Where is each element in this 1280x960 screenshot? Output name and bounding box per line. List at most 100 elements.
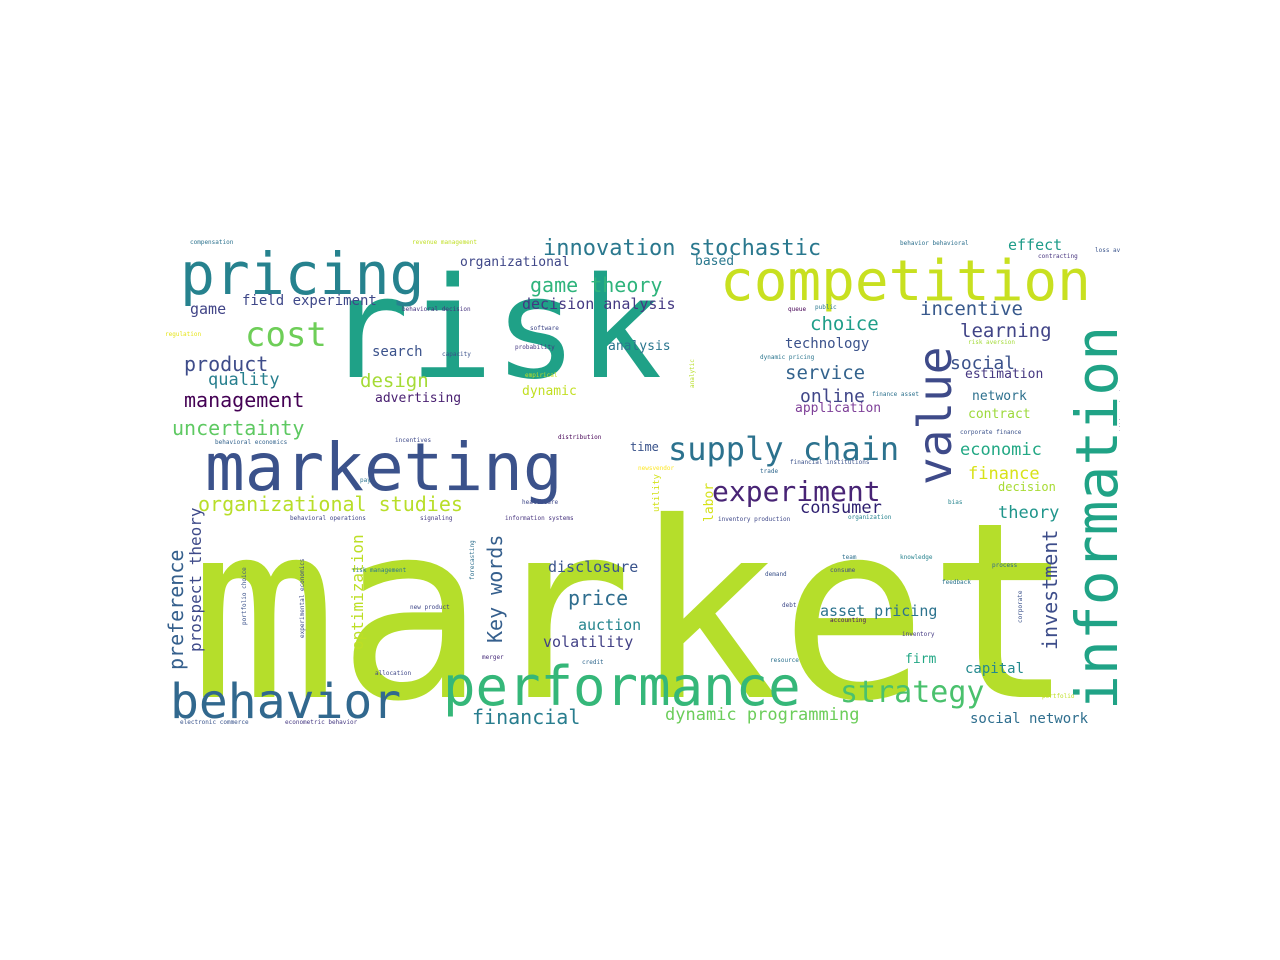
word-volatility: volatility bbox=[543, 633, 634, 651]
word-dynamic: dynamic bbox=[522, 384, 577, 399]
word-organization: organization bbox=[848, 514, 892, 521]
word-online: online bbox=[800, 386, 866, 407]
word-dynamic-pricing: dynamic pricing bbox=[760, 354, 815, 361]
word-probability: probability bbox=[515, 344, 555, 351]
word-contract: contract bbox=[968, 407, 1031, 422]
word-performance: performance bbox=[443, 655, 801, 718]
word-software: software bbox=[530, 325, 559, 332]
word-incentive: incentive bbox=[920, 298, 1023, 320]
word-contracting: contracting bbox=[1038, 253, 1078, 260]
word-design: design bbox=[360, 370, 429, 392]
word-finance: finance bbox=[968, 464, 1040, 484]
word-organizational-studies: organizational studies bbox=[198, 492, 463, 516]
word-consumer: consumer bbox=[800, 498, 882, 518]
word-based: based bbox=[695, 254, 735, 269]
word-search: search bbox=[372, 344, 423, 360]
word-behavior: behavior bbox=[170, 674, 402, 730]
word-portfolio-choice: portfolio choice bbox=[241, 567, 248, 625]
word-theory: theory bbox=[998, 503, 1060, 523]
word-prospect-theory: prospect theory bbox=[186, 507, 205, 653]
word-knowledge: knowledge bbox=[900, 554, 933, 561]
word-behavioral-economics: behavioral economics bbox=[215, 439, 288, 446]
word-service: service bbox=[785, 362, 866, 384]
word-strategy: strategy bbox=[840, 675, 985, 710]
word-risk-aversion: risk aversion bbox=[968, 339, 1015, 346]
word-information-systems: information systems bbox=[505, 515, 574, 522]
word-public: public bbox=[815, 304, 837, 311]
word-decision-analysis: decision analysis bbox=[522, 295, 676, 313]
word-network: network bbox=[972, 389, 1027, 404]
word-behavioral-decision: behavioral decision bbox=[402, 306, 471, 313]
word-inventory: inventory bbox=[902, 631, 935, 638]
word-advertising: advertising bbox=[375, 391, 462, 406]
word-organizational: organizational bbox=[460, 255, 570, 270]
word-empirical: empirical bbox=[525, 372, 558, 379]
word-financial-institutions: financial institutions bbox=[790, 459, 870, 466]
word-resource: resource bbox=[770, 657, 799, 664]
word-firm: firm bbox=[905, 652, 937, 667]
word-pay: pay bbox=[360, 477, 371, 484]
word-innovation-stochastic: innovation stochastic bbox=[543, 236, 822, 261]
word-new-product: new product bbox=[410, 604, 450, 611]
word-analytic: analytic bbox=[689, 359, 696, 388]
word-time: time bbox=[630, 440, 659, 454]
word-asset-pricing: asset pricing bbox=[820, 602, 938, 620]
word-game-theory: game theory bbox=[530, 273, 663, 297]
word-cloud: market risk marketing competition pricing inf… bbox=[160, 230, 1120, 730]
word-experimental-economics: experimental economics bbox=[299, 558, 306, 638]
word-labor: labor bbox=[702, 482, 717, 522]
word-information: information bbox=[1063, 325, 1120, 710]
word-pricing: pricing bbox=[180, 240, 425, 308]
word-forecasting: forecasting bbox=[469, 540, 476, 580]
word-social-network: social network bbox=[970, 711, 1089, 727]
word-choice: choice bbox=[810, 313, 879, 335]
word-decision: decision bbox=[998, 480, 1056, 494]
word-social: social bbox=[950, 353, 1016, 374]
word-revenue-management: revenue management bbox=[412, 239, 478, 246]
word-key-words: Key words bbox=[483, 534, 507, 643]
word-learning: learning bbox=[960, 320, 1052, 342]
word-consume: consume bbox=[830, 567, 856, 574]
word-preference: preference bbox=[164, 549, 188, 670]
word-portfolio: portfolio bbox=[1042, 693, 1075, 700]
word-distribution: distribution bbox=[558, 434, 602, 441]
word-incentives: incentives bbox=[395, 437, 432, 444]
word-optimization: optimization bbox=[348, 534, 367, 650]
word-demand: demand bbox=[765, 571, 787, 578]
word-team: team bbox=[842, 554, 857, 561]
word-queue: queue bbox=[788, 306, 807, 313]
word-healthcare: healthcare bbox=[522, 499, 559, 506]
word-inventory-production: inventory production bbox=[718, 516, 791, 523]
word-marketing: marketing bbox=[205, 429, 563, 506]
word-feedback: feedback bbox=[942, 579, 971, 586]
word-credit: credit bbox=[582, 659, 604, 666]
word-risk-management: risk management bbox=[352, 567, 407, 574]
word-experiment: experiment bbox=[712, 475, 881, 508]
word-behavior-behavioral: behavior behavioral bbox=[900, 240, 969, 247]
word-financial: financial bbox=[472, 705, 581, 729]
word-debt: debt bbox=[782, 602, 797, 609]
word-compensation: compensation bbox=[190, 239, 234, 246]
word-trade: trade bbox=[760, 468, 779, 475]
word-supply-chain: supply chain bbox=[668, 430, 900, 468]
word-econometric-behavior: econometric behavior bbox=[285, 719, 358, 726]
word-product: product bbox=[184, 352, 269, 376]
word-signaling: signaling bbox=[420, 515, 453, 522]
word-utility: utility bbox=[652, 474, 662, 512]
word-behavioral-operations: behavioral operations bbox=[290, 515, 366, 522]
word-risk: risk bbox=[325, 248, 663, 411]
word-application: application bbox=[795, 401, 882, 416]
word-market: market bbox=[190, 470, 1076, 730]
word-price: price bbox=[568, 586, 629, 610]
word-disclosure: disclosure bbox=[548, 558, 639, 576]
word-economic: economic bbox=[960, 440, 1042, 460]
word-capital: capital bbox=[965, 661, 1025, 677]
word-analysis: analysis bbox=[608, 339, 671, 354]
word-competition: competition bbox=[720, 249, 1091, 314]
word-finance-asset: finance asset bbox=[872, 391, 919, 398]
word-quality: quality bbox=[208, 370, 280, 390]
word-corporate-finance: corporate finance bbox=[960, 429, 1022, 436]
word-auction: auction bbox=[578, 616, 642, 634]
word-bias: bias bbox=[948, 499, 963, 506]
